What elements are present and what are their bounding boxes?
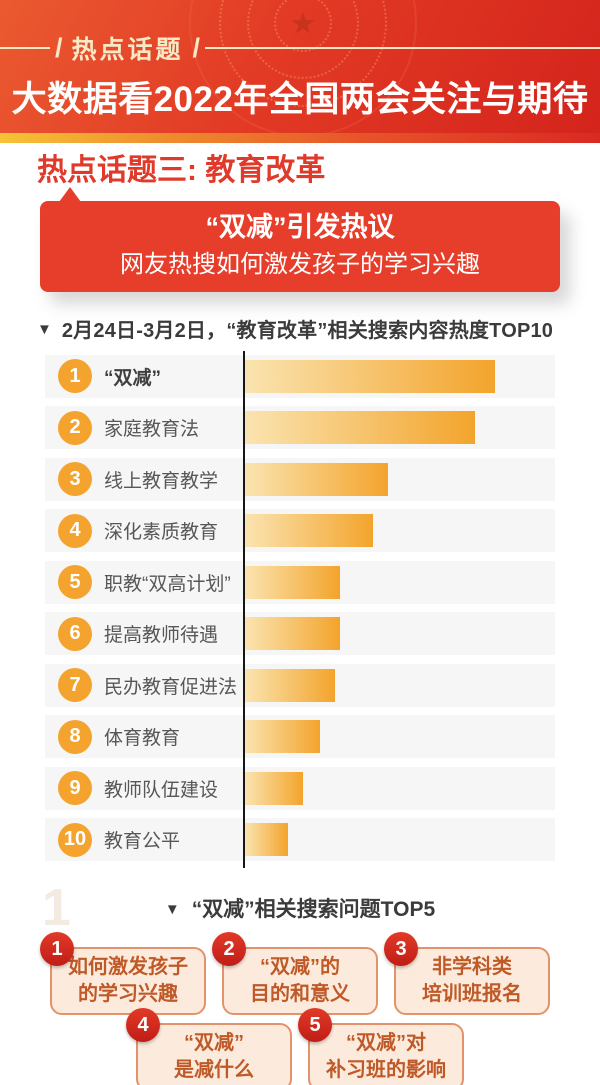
rank-badge: 6 — [58, 616, 92, 651]
card-line1: 非学科类 — [432, 956, 512, 979]
top5-cards-row-1: 1 如何激发孩子 的学习兴趣 2 “双减”的 目的和意义 3 非学科类 培训班报… — [0, 932, 600, 1016]
bar-category-label: 教育公平 — [104, 831, 181, 853]
rank-badge: 1 — [58, 359, 92, 394]
card-line2: 是减什么 — [174, 1059, 254, 1082]
bar-category-label: 提高教师待遇 — [104, 625, 219, 647]
rank-badge: 8 — [58, 719, 92, 754]
top5-title: “双减”相关搜索问题TOP5 — [191, 898, 436, 922]
rank-badge: 3 — [58, 462, 92, 497]
bar — [245, 411, 475, 445]
bar — [245, 823, 288, 857]
card-text: “双减”的 目的和意义 — [250, 954, 350, 1008]
star-icon: ★ — [289, 7, 317, 41]
bar-category-label: “双减” — [104, 367, 162, 389]
bar-category-label: 职教“双高计划” — [104, 573, 231, 595]
card-line2: 的学习兴趣 — [78, 983, 178, 1006]
bar-category-label: 线上教育教学 — [104, 470, 219, 492]
top5-card: 3 非学科类 培训班报名 — [384, 932, 550, 1016]
page-title: 大数据看2022年全国两会关注与期待 — [11, 80, 589, 119]
axis-line — [243, 350, 245, 868]
banner-headline: “双减”引发热议 — [205, 212, 395, 242]
top5-card: 5 “双减”对 补习班的影响 — [298, 1008, 464, 1085]
card-text: 如何激发孩子 的学习兴趣 — [68, 954, 188, 1008]
topic-tag-label: 热点话题 — [71, 36, 184, 64]
rank-badge: 4 — [126, 1008, 160, 1043]
top5-card: 2 “双减”的 目的和意义 — [212, 932, 378, 1016]
card-line1: “双减”对 — [346, 1032, 426, 1055]
chart-row: 9 教师队伍建设 — [45, 766, 555, 810]
bar-category-label: 家庭教育法 — [104, 419, 200, 441]
rank-badge: 9 — [58, 771, 92, 806]
bar — [245, 514, 373, 548]
card-line1: 如何激发孩子 — [68, 956, 188, 979]
banner-subline: 网友热搜如何激发孩子的学习兴趣 — [120, 250, 480, 278]
bar — [245, 720, 320, 754]
chart-row: 4 深化素质教育 — [45, 509, 555, 553]
top5-cards-row-2: 4 “双减” 是减什么 5 “双减”对 补习班的影响 — [0, 1008, 600, 1085]
bar-chart: 1 “双减” 2 家庭教育法 3 线上教育教学 4 深化素质教育 5 职教“双高… — [45, 350, 555, 868]
bar-category-label: 体育教育 — [104, 728, 181, 750]
card-line2: 补习班的影响 — [326, 1059, 446, 1082]
rank-badge: 2 — [58, 410, 92, 445]
emblem-ring-icon — [274, 0, 332, 52]
card-line2: 培训班报名 — [422, 983, 522, 1006]
chart-row: 10 教育公平 — [45, 818, 555, 862]
chart-title-row: ▼ 2月24日-3月2日，“教育改革”相关搜索内容热度TOP10 — [37, 314, 600, 343]
bar — [245, 462, 388, 496]
card-line1: “双减” — [184, 1032, 244, 1055]
bar-category-label: 教师队伍建设 — [104, 779, 219, 801]
rank-badge: 3 — [384, 932, 418, 967]
background-watermark: 1 — [42, 879, 71, 937]
chart-row: 1 “双减” — [45, 354, 555, 398]
bar-category-label: 深化素质教育 — [104, 522, 219, 544]
chart-row: 2 家庭教育法 — [45, 406, 555, 450]
rank-badge: 5 — [298, 1008, 332, 1043]
card-line2: 目的和意义 — [250, 983, 350, 1006]
bar — [245, 771, 303, 805]
top5-card: 1 如何激发孩子 的学习兴趣 — [40, 932, 206, 1016]
chart-row: 7 民办教育促进法 — [45, 663, 555, 707]
chart-row: 8 体育教育 — [45, 715, 555, 759]
chart-row: 6 提高教师待遇 — [45, 612, 555, 656]
topic-tag-row: / 热点话题 / — [0, 30, 600, 66]
rank-badge: 5 — [58, 565, 92, 600]
section-title: 热点话题三: 教育改革 — [37, 154, 326, 187]
bar — [245, 668, 335, 702]
bar — [245, 617, 340, 651]
bar — [245, 359, 495, 393]
gradient-strip — [0, 133, 600, 143]
rank-badge: 4 — [58, 513, 92, 548]
divider-line — [205, 47, 600, 49]
card-text: “双减”对 补习班的影响 — [326, 1030, 446, 1084]
chart-row: 5 职教“双高计划” — [45, 560, 555, 604]
rank-badge: 10 — [58, 822, 92, 857]
rank-badge: 2 — [212, 932, 246, 967]
card-text: 非学科类 培训班报名 — [422, 954, 522, 1008]
bar-category-label: 民办教育促进法 — [104, 676, 238, 698]
highlight-banner: “双减”引发热议 网友热搜如何激发孩子的学习兴趣 — [40, 187, 560, 292]
slash-decoration: / — [55, 32, 63, 63]
triangle-marker-icon: ▼ — [164, 900, 180, 918]
triangle-marker-icon: ▼ — [37, 320, 52, 338]
bar — [245, 565, 340, 599]
chart-row: 3 线上教育教学 — [45, 457, 555, 501]
header-banner: ★ / 热点话题 / 大数据看2022年全国两会关注与期待 — [0, 0, 600, 133]
card-line1: “双减”的 — [260, 956, 340, 979]
chart-title: 2月24日-3月2日，“教育改革”相关搜索内容热度TOP10 — [61, 319, 554, 342]
top5-title-row: ▼ “双减”相关搜索问题TOP5 — [0, 893, 600, 923]
slash-decoration: / — [192, 32, 201, 63]
divider-line — [0, 47, 50, 49]
card-text: “双减” 是减什么 — [174, 1030, 254, 1084]
rank-badge: 7 — [58, 668, 92, 703]
rank-badge: 1 — [40, 932, 74, 967]
top5-card: 4 “双减” 是减什么 — [126, 1008, 292, 1085]
